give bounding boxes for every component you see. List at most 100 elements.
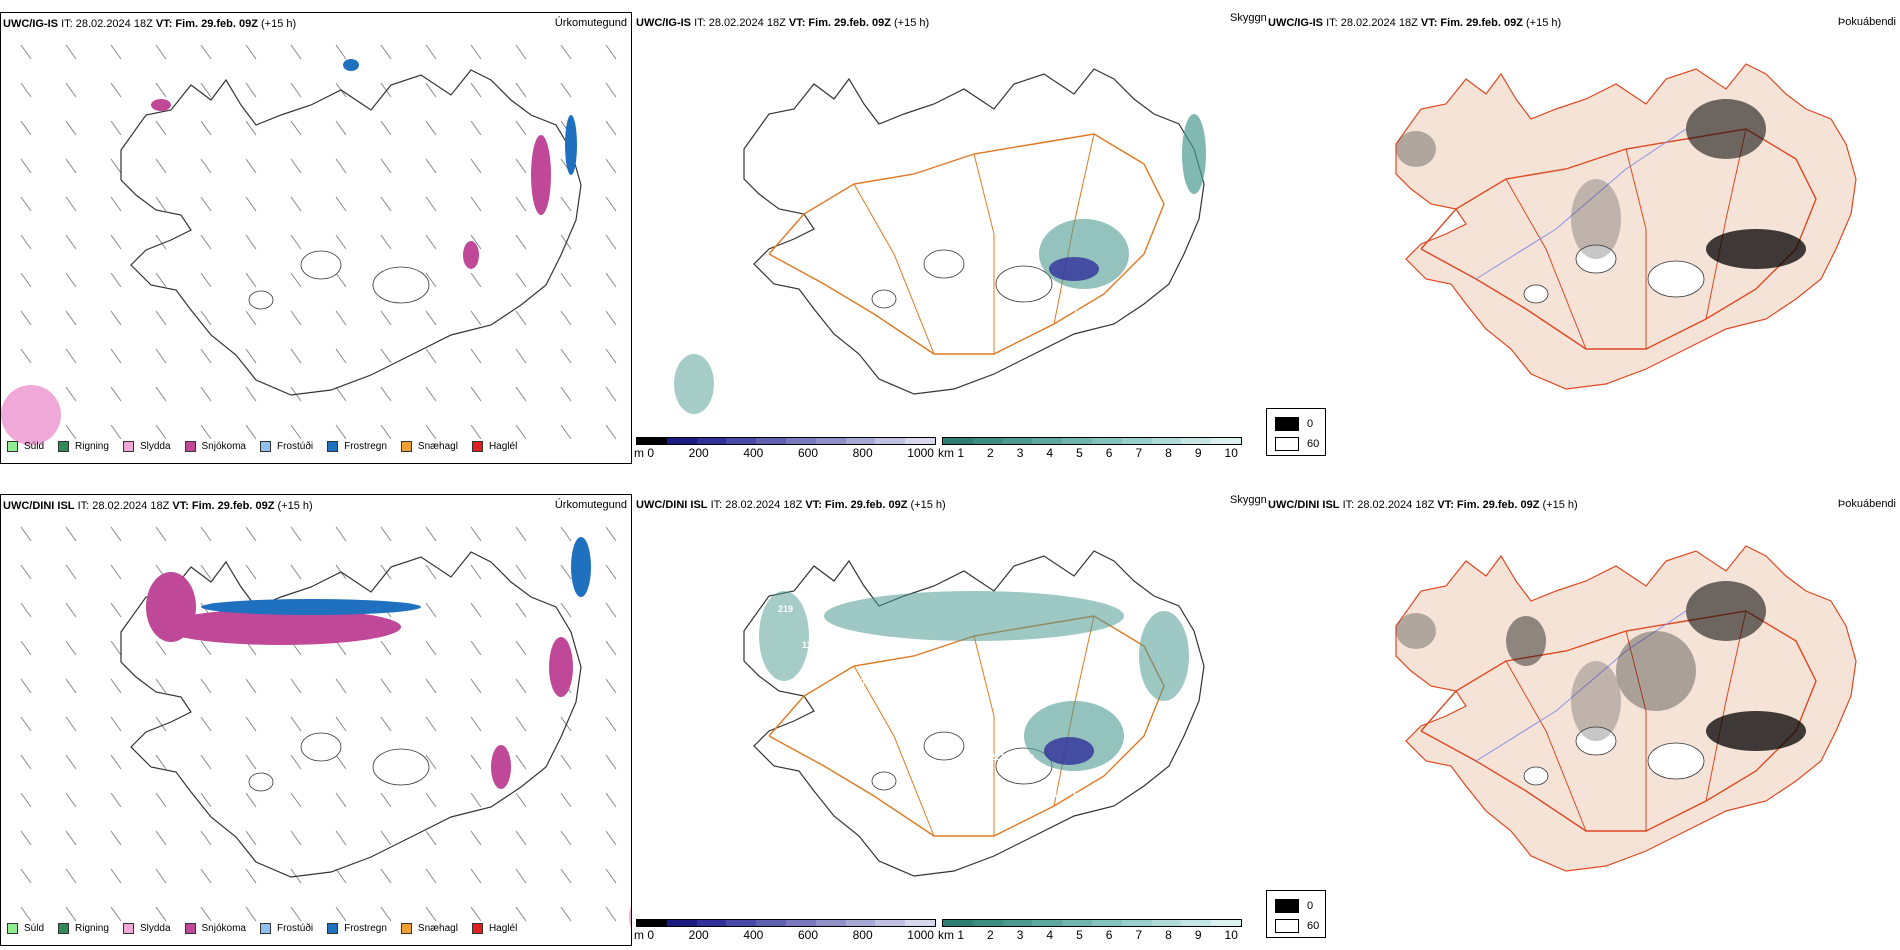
glacier-outline [300,250,342,280]
wind-barb [380,424,392,440]
wind-barb [290,120,302,136]
wind-barb [380,158,392,174]
road-line [973,635,995,836]
wind-barb [515,234,527,250]
fog-colorbar: 0 60 [1266,890,1326,938]
wind-barb [335,234,347,250]
wind-barb [515,120,527,136]
wind-barb [200,82,212,98]
wind-barb [65,640,77,656]
colorbar-step [1062,438,1092,444]
wind-barb [20,120,32,136]
wind-barb [335,196,347,212]
wind-barb [470,564,482,580]
wind-barb [290,424,302,440]
wind-barb [290,564,302,580]
wind-barb [470,158,482,174]
wind-barb [425,234,437,250]
wind-barb [470,310,482,326]
ceiling-value-label: 251 [860,642,875,652]
wind-barb [380,120,392,136]
wind-barb [245,526,257,542]
wind-barb [245,716,257,732]
colorbar-step [875,920,906,926]
legend-item: Haglél [471,441,517,452]
colorbar-step [815,920,846,926]
ceiling-colorbar [636,919,936,927]
wind-barb [200,196,212,212]
panel-type-label: Þokuábendi [1837,498,1896,510]
legend-swatch [400,923,412,934]
wind-barb [65,678,77,694]
wind-barb [425,526,437,542]
wind-barb [200,526,212,542]
colorbar-step [1181,920,1212,926]
wind-barb [470,424,482,440]
wind-barb [425,82,437,98]
wind-barb [245,830,257,846]
wind-barb [200,424,212,440]
ceiling-value-label: 210 [1125,827,1140,837]
weather-area [1571,661,1621,741]
ceiling-value-label: 118 [802,640,817,650]
wind-barb [605,82,617,98]
colorbar-step [1002,920,1033,926]
colorbar-step [1032,438,1063,444]
wind-barb [20,234,32,250]
weather-area [151,99,171,111]
wind-barb [560,754,572,770]
road-line [1625,630,1647,831]
iceland-coastline [1395,545,1857,872]
legend-swatch [122,923,134,934]
fog-swatch-60 [1275,919,1299,933]
wind-barb [200,272,212,288]
wind-barb [425,386,437,402]
wind-barb [425,424,437,440]
wind-barb [110,44,122,60]
wind-barb [515,678,527,694]
wind-barb [200,386,212,402]
ceiling-value-label: 242 [860,160,875,170]
wind-barb [425,310,437,326]
iceland-ceiling-map: 537 277 251 200 425 263 101 210 219 55 353 70 221 291… [743,550,1205,877]
ceiling-value-label: 247 [807,123,822,133]
ceiling-value-label: 101 [1072,790,1087,800]
wind-barb [515,424,527,440]
legend-swatch [184,441,196,452]
ceiling-value-label: 252 [754,86,769,96]
road-line [1420,610,1817,832]
ceiling-value-label: 263 [1019,753,1034,763]
river-line [1475,128,1687,280]
wind-barb [245,120,257,136]
wind-barb [605,44,617,60]
colorbar-step [972,438,1003,444]
wind-barb [65,386,77,402]
wind-barb [65,272,77,288]
wind-barb [515,754,527,770]
wind-barb [110,386,122,402]
wind-barb [200,906,212,922]
colorbar-step [1091,920,1122,926]
wind-barb [110,310,122,326]
iceland-group [1395,63,1857,390]
panel-type-label: Skyggni [1230,494,1266,506]
wind-barb [200,678,212,694]
wind-barb [560,526,572,542]
ceiling-ticks: m 0 200 400 600 800 1000 [634,446,934,460]
wind-barb [155,120,167,136]
wind-barb [425,640,437,656]
wind-barb [335,640,347,656]
wind-barb [290,310,302,326]
wind-barb [110,716,122,732]
weather-area [1706,711,1806,751]
colorbar-step [1002,438,1033,444]
wind-barb [560,196,572,212]
panel-title: UWC/DINI ISL IT: 28.02.2024 18Z VT: Fim.… [636,499,946,511]
wind-barb [335,754,347,770]
wind-barb [290,716,302,732]
wind-barb [155,44,167,60]
wind-barb [155,830,167,846]
legend-item: Snæhagl [400,441,458,452]
wind-barb [515,792,527,808]
wind-barb [380,868,392,884]
